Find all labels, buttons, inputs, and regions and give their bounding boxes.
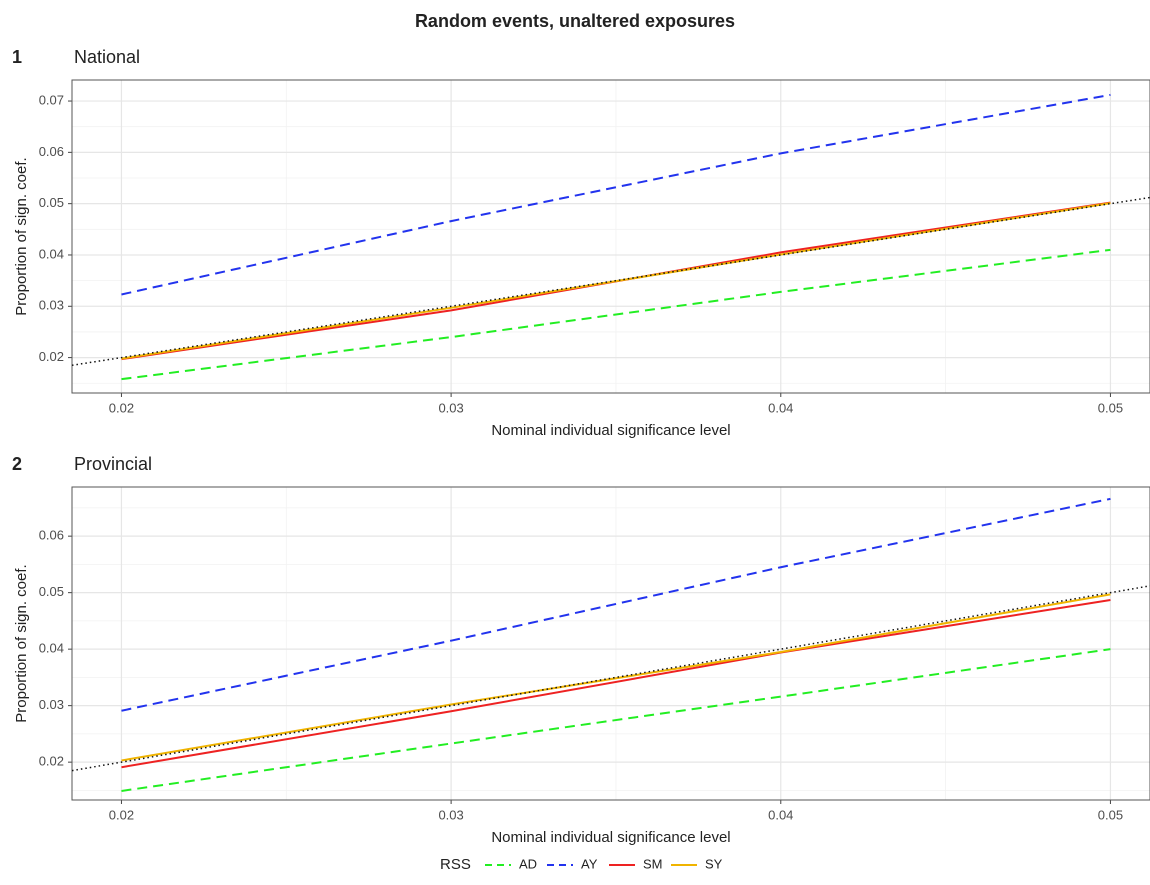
y-tick-label: 0.03 <box>39 298 64 313</box>
x-tick-label: 0.02 <box>109 807 134 822</box>
y-tick-label: 0.05 <box>39 195 64 210</box>
chart-title: Random events, unaltered exposures <box>415 11 735 31</box>
series-line <box>121 593 1111 762</box>
panel-title: Provincial <box>74 454 152 474</box>
x-tick-label: 0.04 <box>768 400 793 415</box>
panel-label: 1 <box>12 47 22 67</box>
panel-border <box>71 79 1150 394</box>
series-line <box>121 248 1111 381</box>
y-tick-label: 0.02 <box>39 754 64 769</box>
y-axis-title: Proportion of sign. coef. <box>13 157 30 315</box>
y-tick-label: 0.05 <box>39 584 64 599</box>
y-tick-label: 0.03 <box>39 697 64 712</box>
legend-title: RSS <box>440 856 471 873</box>
series-line <box>121 497 1111 712</box>
y-tick-label: 0.06 <box>39 144 64 159</box>
y-axis-title: Proportion of sign. coef. <box>13 564 30 722</box>
y-tick-label: 0.06 <box>39 528 64 543</box>
series-line <box>121 93 1111 296</box>
x-axis-title: Nominal individual significance level <box>491 829 730 846</box>
x-tick-label: 0.04 <box>768 807 793 822</box>
series-line <box>121 648 1111 792</box>
y-tick-label: 0.04 <box>39 246 64 261</box>
legend-label: AD <box>519 856 537 871</box>
x-tick-label: 0.05 <box>1098 400 1123 415</box>
panel-title: National <box>74 47 140 67</box>
y-tick-label: 0.02 <box>39 349 64 364</box>
legend-label: SY <box>705 856 723 871</box>
panel-border <box>71 486 1150 801</box>
x-tick-label: 0.03 <box>438 807 463 822</box>
legend-label: SM <box>643 856 663 871</box>
x-tick-label: 0.03 <box>438 400 463 415</box>
y-tick-label: 0.07 <box>39 92 64 107</box>
reference-line <box>72 196 1150 367</box>
panel-label: 2 <box>12 454 22 474</box>
series-line <box>121 599 1111 769</box>
x-tick-label: 0.02 <box>109 400 134 415</box>
y-tick-label: 0.04 <box>39 641 64 656</box>
legend-label: AY <box>581 856 598 871</box>
x-tick-label: 0.05 <box>1098 807 1123 822</box>
x-axis-title: Nominal individual significance level <box>491 422 730 439</box>
